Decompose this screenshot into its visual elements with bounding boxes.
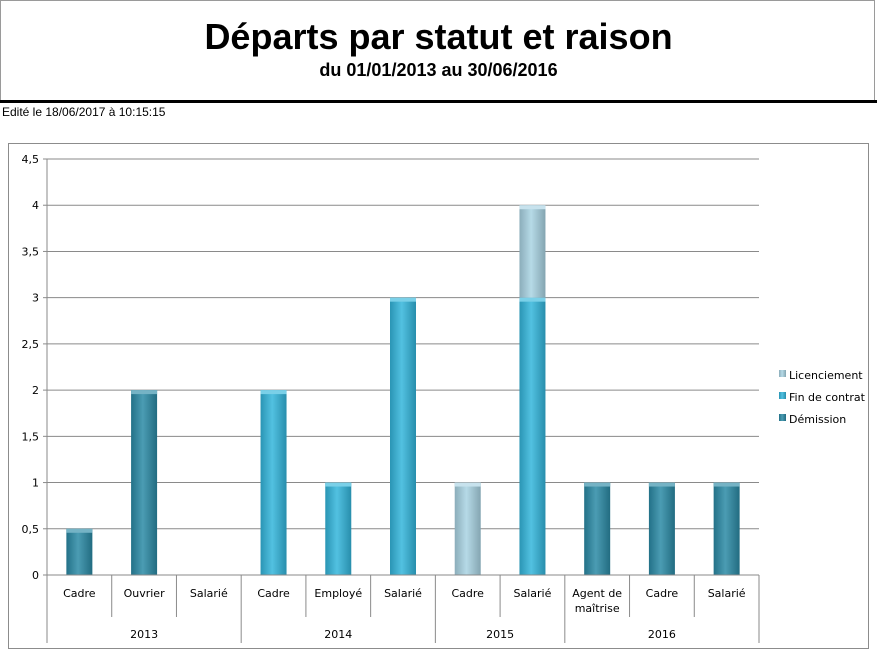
bar-cap (519, 205, 546, 210)
y-tick-label: 4,5 (22, 153, 40, 166)
legend-swatch (779, 370, 786, 377)
y-tick-label: 2,5 (22, 338, 40, 351)
x-tick-label: Employé (314, 587, 362, 600)
bar-cap (66, 528, 93, 533)
axes: 0 0,5 1 1,5 2 2,5 3 3,5 4 4,5 Cadre Ouvrier Salarié C… (22, 153, 760, 643)
bar (390, 297, 416, 575)
x-tick-label: Ouvrier (124, 587, 165, 600)
bar-segment (519, 205, 546, 298)
y-tick-label: 3 (32, 292, 39, 305)
x-tick-label: Cadre (257, 587, 290, 600)
report-subtitle: du 01/01/2013 au 30/06/2016 (319, 60, 558, 80)
legend-item: Fin de contrat (779, 391, 866, 404)
group-label: 2016 (648, 628, 676, 641)
x-tick-label: maîtrise (575, 602, 620, 615)
bar-segment (584, 482, 611, 575)
y-tick-label: 0 (32, 569, 39, 582)
bar (584, 482, 611, 575)
bar-cap (454, 482, 481, 487)
bar (713, 482, 740, 575)
y-tick-label: 4 (32, 199, 39, 212)
y-tick-label: 0,5 (22, 523, 40, 536)
x-tick-label: Cadre (452, 587, 485, 600)
bar-cap (390, 297, 416, 302)
x-tick-label: Salarié (514, 587, 552, 600)
bar (66, 528, 93, 575)
bar-segment (66, 528, 93, 575)
bar-cap (584, 482, 611, 487)
legend-swatch (779, 392, 786, 399)
legend-item: Licenciement (779, 369, 863, 382)
edited-timestamp: Edité le 18/06/2017 à 10:15:15 (2, 105, 166, 119)
bar-cap (325, 482, 352, 487)
bar-segment (519, 297, 546, 575)
group-label: 2015 (486, 628, 514, 641)
bar-cap (519, 297, 546, 302)
legend-label: Licenciement (789, 369, 863, 382)
bar (325, 482, 352, 575)
y-tick-label: 2 (32, 384, 39, 397)
bar (260, 390, 287, 575)
group-label: 2014 (324, 628, 352, 641)
bar-segment (131, 390, 158, 575)
bar (648, 482, 675, 575)
legend: Licenciement Fin de contrat Démission (779, 369, 866, 426)
chart-frame (8, 143, 869, 649)
legend-swatch (779, 414, 786, 421)
y-tick-label: 1,5 (22, 430, 40, 443)
legend-item: Démission (779, 413, 846, 426)
bar-segment (260, 390, 287, 575)
bar-segment (713, 482, 740, 575)
x-tick-label: Salarié (190, 587, 228, 600)
header-rule (0, 100, 877, 103)
x-tick-label: Salarié (384, 587, 422, 600)
y-tick-label: 1 (32, 477, 39, 490)
bar-cap (713, 482, 740, 487)
y-tick-label: 3,5 (22, 245, 40, 258)
report-header (0, 0, 875, 100)
bar-cap (648, 482, 675, 487)
legend-label: Fin de contrat (789, 391, 866, 404)
report-title: Départs par statut et raison (204, 16, 673, 57)
bar (454, 482, 481, 575)
bar-segment (454, 482, 481, 575)
x-tick-label: Agent de (572, 587, 622, 600)
bar-segment (390, 297, 416, 575)
group-label: 2013 (130, 628, 158, 641)
bar (519, 297, 546, 575)
bar-segment (648, 482, 675, 575)
bar-cap (131, 390, 158, 395)
bars (66, 205, 740, 575)
x-tick-label: Salarié (708, 587, 746, 600)
bar (519, 205, 546, 298)
bar (131, 390, 158, 575)
bar-segment (325, 482, 352, 575)
x-tick-label: Cadre (63, 587, 96, 600)
bar-cap (260, 390, 287, 395)
x-tick-label: Cadre (646, 587, 679, 600)
legend-label: Démission (789, 413, 846, 426)
